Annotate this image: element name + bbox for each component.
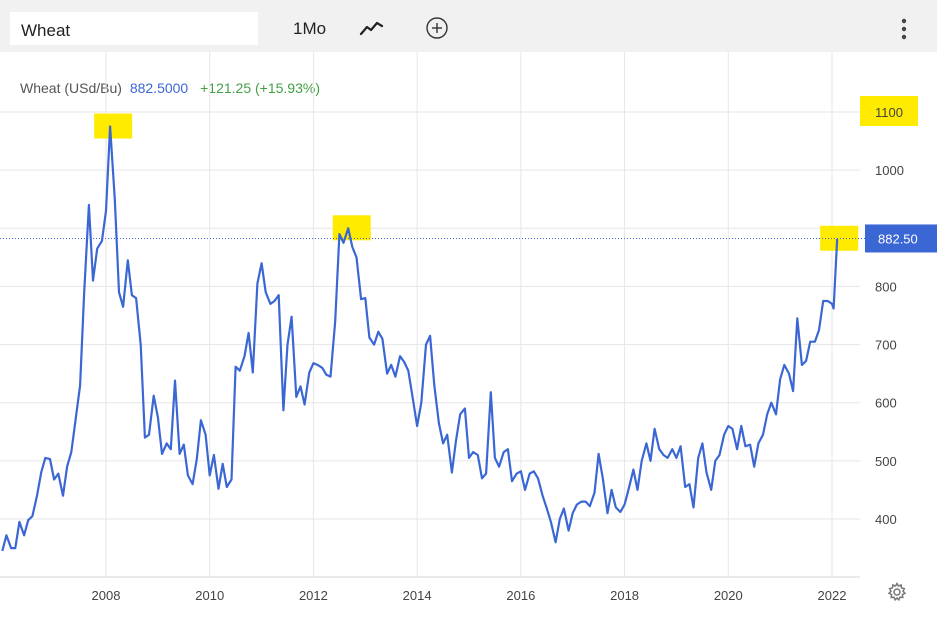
peak-highlight — [94, 113, 133, 139]
y-tick-label: 700 — [875, 338, 897, 353]
legend-change: +121.25 (+15.93%) — [200, 80, 320, 96]
peak-highlight — [820, 225, 859, 251]
x-tick-label: 2014 — [403, 588, 432, 603]
last-price-label: 882.50 — [878, 231, 918, 246]
plus-circle-icon[interactable] — [425, 16, 449, 40]
y-tick-label: 1100 — [875, 105, 903, 120]
line-chart-icon[interactable] — [358, 17, 386, 39]
x-tick-label: 2016 — [506, 588, 535, 603]
y-tick-label: 500 — [875, 454, 897, 469]
series-line[interactable] — [1, 125, 839, 552]
period-selector[interactable]: 1Mo — [293, 19, 327, 38]
legend-last-value: 882.5000 — [129, 80, 189, 96]
line-chart[interactable]: 4005006007008009001000110020082010201220… — [0, 52, 937, 622]
series-legend: Wheat (USd/Bu) 882.5000 +121.25 (+15.93%… — [20, 80, 320, 96]
last-price-badge — [865, 224, 937, 253]
gear-icon[interactable] — [887, 581, 907, 602]
x-tick-label: 2010 — [195, 588, 224, 603]
y-tick-label: 600 — [875, 396, 897, 411]
symbol-label: Wheat — [21, 21, 71, 40]
chart-toolbar: Wheat 1Mo — [0, 0, 937, 52]
x-tick-label: 2022 — [818, 588, 847, 603]
vertical-dots-icon[interactable] — [896, 15, 912, 43]
y-tick-label: 800 — [875, 279, 897, 294]
x-tick-label: 2012 — [299, 588, 328, 603]
x-tick-label: 2008 — [92, 588, 121, 603]
x-tick-label: 2020 — [714, 588, 743, 603]
y-tick-label: 1000 — [875, 163, 904, 178]
x-tick-label: 2018 — [610, 588, 639, 603]
legend-series-name: Wheat (USd/Bu) — [20, 80, 122, 96]
y-label-highlight — [860, 96, 918, 126]
y-tick-label: 400 — [875, 512, 897, 527]
symbol-search-input[interactable]: Wheat — [10, 12, 258, 45]
